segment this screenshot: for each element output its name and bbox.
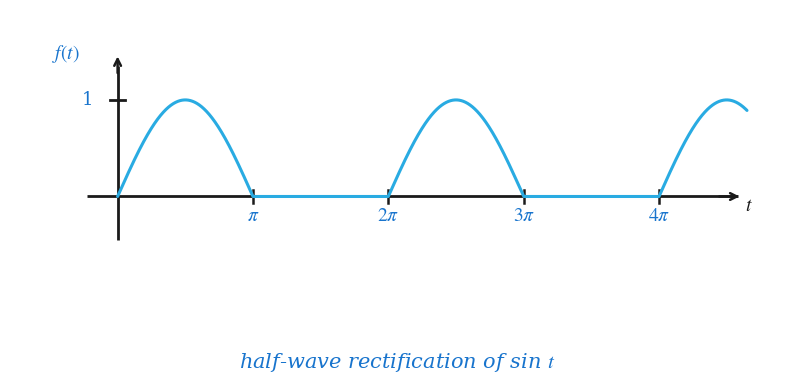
Text: $f(t)$: $f(t)$ [52, 43, 80, 65]
Text: $3\pi$: $3\pi$ [513, 207, 535, 225]
Text: $\pi$: $\pi$ [246, 207, 259, 225]
Text: $t$: $t$ [745, 197, 753, 215]
Text: $4\pi$: $4\pi$ [648, 207, 670, 225]
Text: half-wave rectification of sin $t$: half-wave rectification of sin $t$ [239, 351, 556, 374]
Text: 1: 1 [82, 91, 93, 109]
Text: $2\pi$: $2\pi$ [377, 207, 399, 225]
